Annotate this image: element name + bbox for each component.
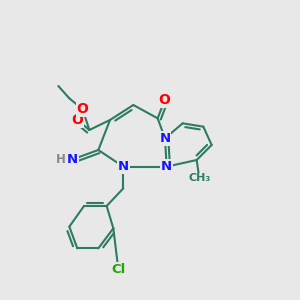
Text: O: O	[159, 93, 171, 107]
Text: CH₃: CH₃	[188, 173, 211, 183]
Text: O: O	[77, 102, 88, 116]
Text: O: O	[71, 113, 83, 127]
Text: N: N	[118, 160, 129, 173]
Text: N: N	[159, 132, 171, 145]
Text: N: N	[161, 160, 172, 173]
Text: N: N	[67, 153, 78, 166]
Text: H: H	[56, 153, 65, 166]
Text: Cl: Cl	[111, 263, 125, 276]
